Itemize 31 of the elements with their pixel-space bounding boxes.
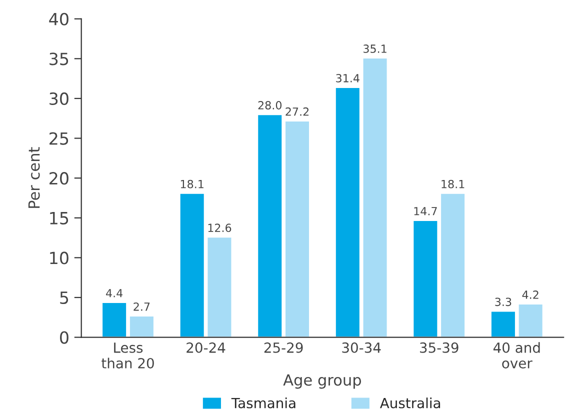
y-tick-label: 30 <box>50 92 68 106</box>
data-label: 18.1 <box>180 180 204 188</box>
data-label: 4.2 <box>522 290 538 299</box>
y-tick-label: 25 <box>50 132 68 145</box>
y-axis-title: Per cent <box>28 147 40 208</box>
y-tick-label: 35 <box>50 52 68 66</box>
x-tick-label: Less than 20 <box>102 342 154 368</box>
data-label: 35.1 <box>364 44 386 53</box>
data-label: 14.7 <box>414 207 437 216</box>
y-tick-label: 20 <box>50 172 68 185</box>
data-label: 28.0 <box>258 101 282 110</box>
legend-label: Tasmania <box>231 398 296 408</box>
legend-label: Australia <box>380 398 440 408</box>
data-label: 27.2 <box>286 107 309 116</box>
x-tick-label: 20-24 <box>186 342 226 353</box>
data-label: 2.7 <box>134 302 150 311</box>
y-tick-label: 10 <box>50 252 68 264</box>
x-axis-title: Age group <box>283 374 362 389</box>
data-label: 18.1 <box>442 180 464 188</box>
x-tick-label: 35-39 <box>420 342 458 353</box>
data-label: 4.4 <box>106 289 123 298</box>
y-tick-label: 40 <box>49 12 68 26</box>
data-label: 12.6 <box>208 224 232 232</box>
x-tick-label: 40 and over <box>493 342 540 368</box>
data-label: 3.3 <box>495 298 512 306</box>
data-label: 31.4 <box>336 74 360 82</box>
y-tick-label: 15 <box>50 212 68 224</box>
x-tick-label: 25-29 <box>264 342 303 353</box>
y-tick-label: 5 <box>60 292 68 304</box>
y-tick-label: 0 <box>60 331 68 344</box>
x-tick-label: 30-34 <box>342 342 381 353</box>
